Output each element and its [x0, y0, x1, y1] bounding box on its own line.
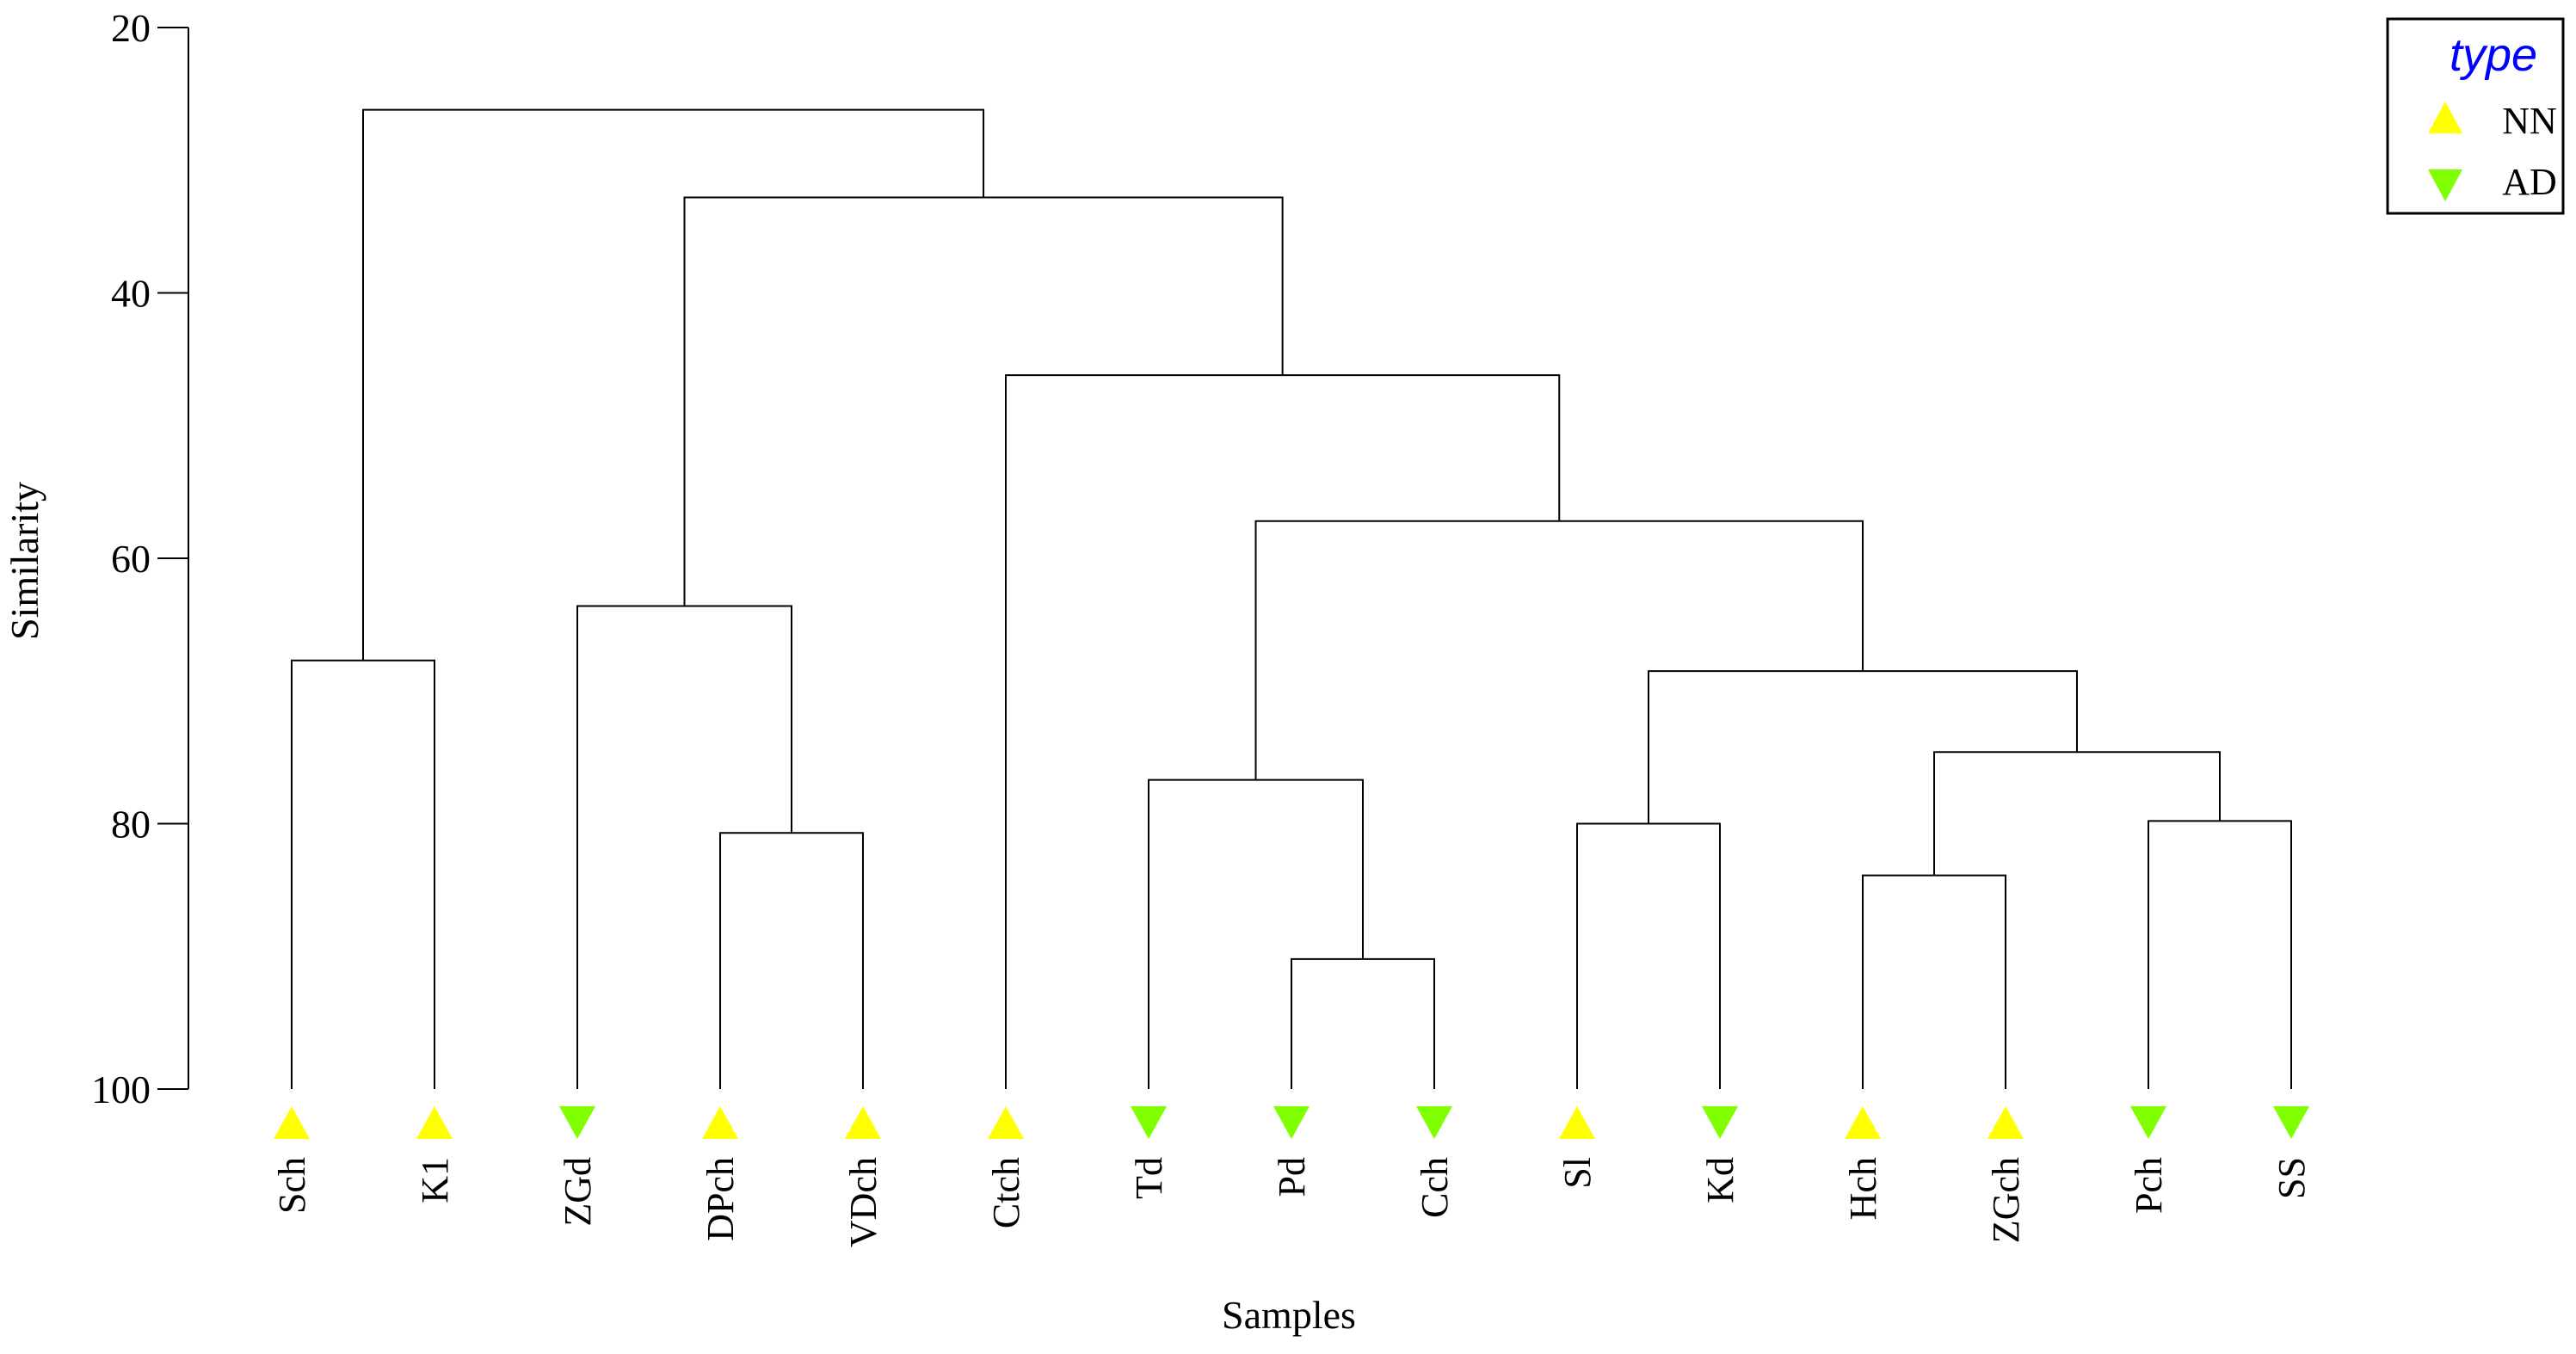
y-tick-label: 80 — [111, 803, 151, 846]
y-tick-label: 40 — [111, 272, 151, 316]
legend-nn-triangle-up-icon — [2428, 102, 2462, 133]
leaf-markers — [274, 1106, 2309, 1139]
merge-link-m9 — [291, 659, 435, 1089]
leaf-marker-ss — [2273, 1106, 2309, 1139]
leaf-marker-kd — [1702, 1106, 1738, 1139]
merge-link-m14 — [362, 108, 985, 661]
x-axis-label: Samples — [1222, 1293, 1356, 1337]
leaf-marker-sch — [274, 1106, 310, 1139]
leaf-label-k1: K1 — [414, 1157, 456, 1203]
leaf-marker-dpch — [702, 1106, 738, 1139]
y-tick-label: 100 — [91, 1068, 151, 1111]
leaf-marker-td — [1131, 1106, 1167, 1139]
legend-box — [2386, 17, 2565, 215]
leaf-marker-k1 — [416, 1106, 453, 1139]
leaf-label-pd: Pd — [1271, 1157, 1313, 1197]
leaf-labels: Sch K1 ZGd DPch VDch Ctch Td Pd Cch Sl Kd Hch ZGch Pc… — [271, 1157, 2313, 1247]
merge-link-m7 — [1933, 751, 2221, 876]
merge-link-m4 — [2148, 820, 2292, 1089]
merge-link-m3 — [1576, 822, 1721, 1089]
merge-link-m5 — [1862, 874, 2006, 1089]
leaf-label-zgch: ZGch — [1985, 1157, 2027, 1243]
leaf-label-kd: Kd — [1699, 1157, 1741, 1203]
leaf-label-zgd: ZGd — [557, 1157, 599, 1227]
merge-link-m10 — [576, 605, 792, 1089]
leaf-label-sl: Sl — [1556, 1157, 1599, 1189]
leaf-label-ctch: Ctch — [985, 1157, 1027, 1228]
y-tick-label: 60 — [111, 537, 151, 581]
leaf-label-cch: Cch — [1414, 1157, 1456, 1218]
leaf-marker-cch — [1416, 1106, 1452, 1139]
leaf-label-dpch: DPch — [699, 1157, 742, 1241]
leaf-label-vdch: VDch — [842, 1157, 884, 1247]
y-tick-label: 20 — [111, 6, 151, 50]
leaf-marker-zgch — [1987, 1106, 2024, 1139]
merge-link-m6 — [1148, 779, 1364, 1089]
merge-link-m2 — [719, 832, 864, 1089]
leaf-marker-zgd — [559, 1106, 595, 1139]
dendrogram-links — [291, 108, 2292, 1089]
leaf-label-ss: SS — [2271, 1157, 2313, 1199]
leaf-marker-sl — [1559, 1106, 1595, 1139]
legend-ad-label: AD — [2502, 161, 2557, 203]
leaf-marker-vdch — [845, 1106, 881, 1139]
leaf-marker-ctch — [988, 1106, 1024, 1139]
leaf-label-pch: Pch — [2128, 1157, 2170, 1214]
leaf-label-hch: Hch — [1842, 1157, 1884, 1220]
legend-nn-label: NN — [2502, 100, 2557, 142]
y-axis-label: Similarity — [3, 482, 46, 640]
leaf-marker-hch — [1845, 1106, 1881, 1139]
merge-link-m12 — [1005, 374, 1561, 1089]
leaf-label-td: Td — [1128, 1157, 1170, 1199]
legend-ad-triangle-down-icon — [2428, 169, 2462, 201]
merge-link-m8 — [1648, 670, 2078, 824]
merge-link-m1 — [1291, 957, 1435, 1089]
legend-title: type — [2450, 29, 2537, 81]
y-axis: 20 40 60 80 100 — [91, 6, 189, 1111]
merge-link-m11 — [1254, 520, 1864, 780]
legend: type NN AD — [2386, 17, 2565, 215]
leaf-marker-pch — [2130, 1106, 2166, 1139]
leaf-label-sch: Sch — [271, 1157, 313, 1214]
leaf-marker-pd — [1273, 1106, 1310, 1139]
merge-link-m13 — [683, 196, 1284, 606]
